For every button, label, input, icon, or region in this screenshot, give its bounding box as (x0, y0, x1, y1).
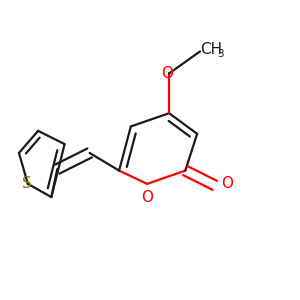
Text: O: O (221, 176, 233, 191)
Text: CH: CH (200, 42, 222, 57)
Text: S: S (22, 176, 32, 191)
Text: O: O (141, 190, 153, 206)
Text: 3: 3 (217, 49, 224, 59)
Text: O: O (161, 66, 173, 81)
